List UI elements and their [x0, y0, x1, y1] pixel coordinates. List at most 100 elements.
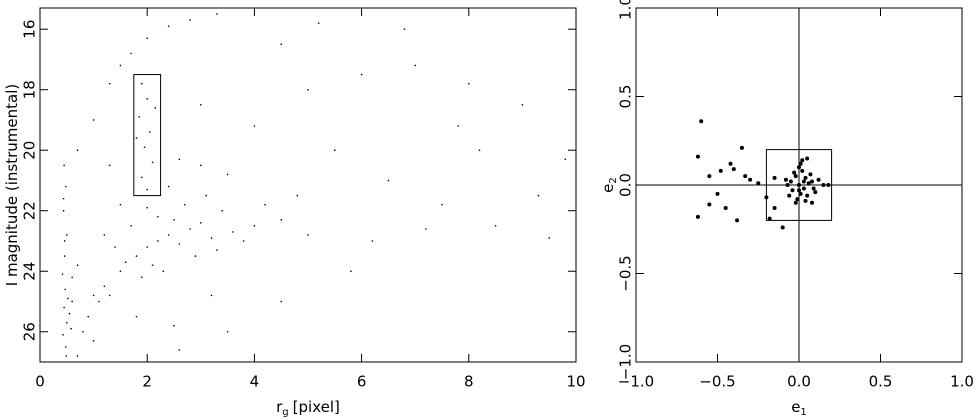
point [414, 64, 417, 67]
point [173, 324, 175, 327]
y-axis-label-main: I magnitude (instrumental) [3, 84, 21, 286]
point [280, 300, 283, 303]
point [183, 203, 186, 206]
point [149, 131, 151, 133]
y-tick-label: 18 [21, 80, 39, 99]
point [350, 270, 352, 273]
point [780, 225, 785, 230]
y-tick-label: −0.5 [617, 255, 635, 291]
point [792, 170, 797, 175]
x-tick-label: 4 [250, 373, 260, 391]
point [790, 188, 795, 193]
point [210, 237, 213, 239]
point [92, 119, 95, 121]
point [87, 315, 90, 318]
point [764, 195, 769, 200]
point [141, 176, 143, 179]
x-tick-label: 10 [566, 373, 585, 391]
y-tick-label: 1.0 [617, 0, 635, 20]
y-tick-label: 0.0 [617, 173, 635, 197]
point [441, 203, 443, 206]
x-axis-label-subscript: 1 [800, 407, 806, 418]
y-tick-label: 26 [21, 322, 39, 341]
x-axis-label: e1 [791, 398, 807, 419]
point [767, 216, 772, 221]
point [793, 174, 798, 179]
point [76, 149, 79, 152]
point [61, 273, 64, 276]
x-tick-label: 0.0 [787, 373, 811, 391]
point [808, 172, 813, 177]
point [403, 28, 406, 30]
point [63, 240, 66, 242]
point [798, 191, 803, 196]
point [103, 285, 106, 288]
point [194, 255, 197, 257]
point [135, 255, 138, 257]
point [63, 164, 65, 167]
point [98, 300, 100, 303]
point [167, 185, 170, 188]
x-tick-label: 0.5 [869, 373, 893, 391]
x-tick-label: 8 [464, 373, 474, 391]
point [387, 179, 390, 182]
point [146, 37, 148, 40]
point [62, 333, 64, 336]
point [63, 255, 66, 257]
point [798, 161, 803, 166]
point [141, 276, 143, 279]
point [821, 183, 826, 187]
point [130, 225, 132, 227]
y-tick-label: 24 [21, 262, 39, 281]
x-tick-label: 1.0 [950, 373, 974, 391]
point [253, 225, 256, 227]
point [811, 186, 816, 191]
point [146, 206, 148, 209]
point [135, 137, 138, 139]
point [226, 330, 229, 333]
point [119, 64, 122, 67]
point [307, 234, 309, 236]
point [146, 188, 148, 191]
point [216, 249, 218, 251]
point [360, 73, 363, 76]
point [226, 173, 229, 176]
point [735, 218, 740, 223]
point [200, 164, 202, 167]
point [787, 193, 792, 198]
point [178, 158, 181, 161]
x-tick-label: −1.0 [618, 373, 654, 391]
point [64, 185, 67, 188]
point [173, 218, 175, 221]
point [135, 315, 138, 318]
point [783, 177, 788, 182]
x-axis-label-suffix: [pixel] [293, 398, 340, 416]
point [537, 194, 540, 197]
point [564, 158, 567, 161]
x-tick-label: 6 [357, 373, 367, 391]
point [70, 327, 72, 330]
point [82, 330, 84, 333]
point [76, 264, 79, 266]
point [200, 222, 202, 224]
x-axis-label-subscript: g [282, 407, 288, 418]
y-tick-label: 22 [21, 201, 39, 220]
point [162, 270, 165, 273]
point [772, 175, 777, 180]
point [143, 146, 146, 148]
point [253, 125, 256, 127]
point [810, 200, 815, 205]
point [124, 261, 127, 263]
point [62, 209, 65, 212]
y-tick-label: 20 [21, 141, 39, 160]
plot-frame [39, 7, 577, 363]
point [64, 288, 66, 291]
point [797, 165, 801, 170]
point [371, 240, 374, 242]
point [756, 181, 761, 186]
point [108, 294, 111, 297]
point [65, 355, 68, 357]
point [167, 25, 170, 27]
point [728, 161, 733, 166]
